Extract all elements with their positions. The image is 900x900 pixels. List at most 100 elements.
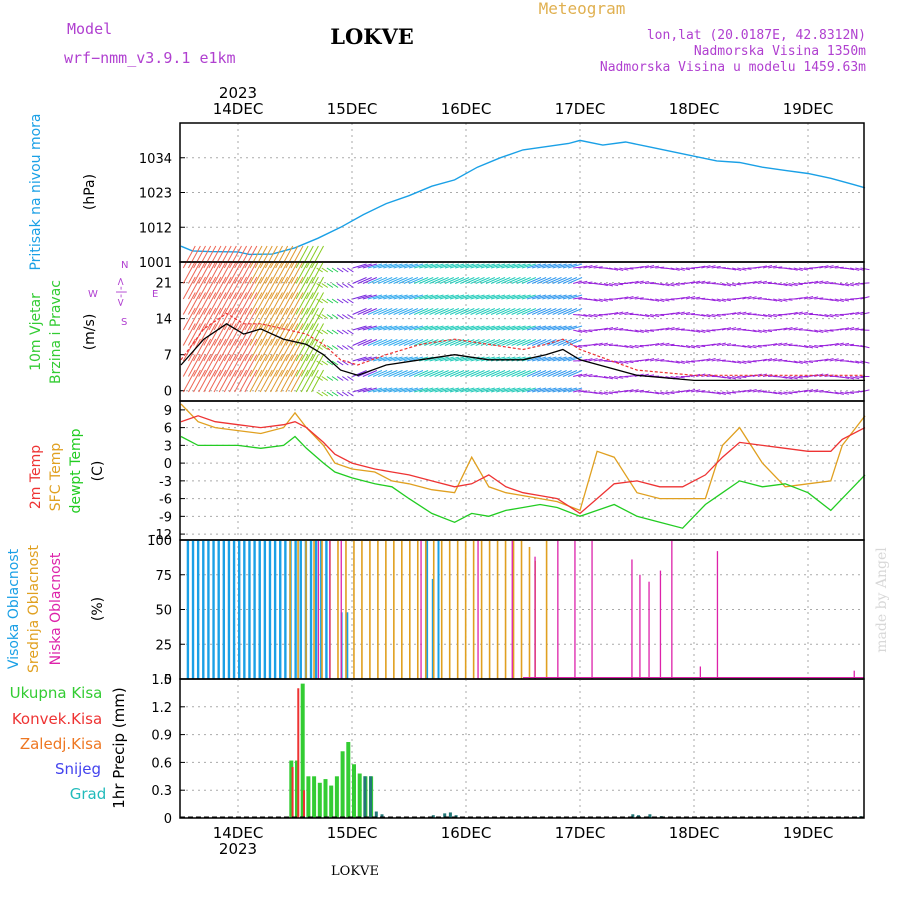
wind-barb [721,343,732,346]
wind-ylabel-2: Brzina i Pravac [48,280,64,384]
wind-barb [182,354,196,377]
wind-barb [552,294,567,300]
wind-barb [660,298,670,302]
high-cloud-bar [325,540,328,679]
wind-barb [342,267,349,273]
wind-barb [362,263,377,269]
wind-barb [383,263,398,269]
wind-barb [521,387,536,393]
wind-barb [378,370,393,377]
wind-barb [270,307,283,331]
wind-barb [716,342,726,346]
wind-barb [290,307,304,331]
wind-barb [552,263,567,269]
wind-barb [449,387,465,393]
wind-barb [685,281,696,284]
wind-barb [768,391,778,395]
wind-barb [778,391,788,395]
wind-barb [706,343,716,346]
panel-temperature: -12 -9 -6 -3 0 3 6 9 [151,401,866,543]
wind-barb [470,263,485,269]
wind-barb [737,267,747,271]
wind-barb [670,267,680,271]
high-cloud-bar [263,540,267,679]
wind-barb [793,360,803,364]
wind-barb [408,263,424,269]
wind-barb [372,263,388,269]
wind-barb [793,283,803,286]
wind-barb [300,276,314,300]
wind-barb [562,370,578,377]
high-cloud-bar [268,540,272,679]
wind-barb [629,345,639,349]
total-precip-bar [334,776,339,818]
wind-barb [752,296,762,300]
mid-cloud-bar [520,540,523,679]
wind-barb [280,261,294,284]
wind-barb [316,391,323,397]
wind-barb [516,277,531,284]
wind-barb [326,298,334,304]
wind-barb [352,325,367,331]
wind-barb [475,294,490,300]
wind-barb [526,387,542,393]
wind-barb [588,358,598,362]
high-cloud-bar [273,540,277,679]
wind-barb [187,354,201,377]
wind-barb [634,345,644,348]
wind-barb [562,294,578,300]
wind-barb [619,376,629,378]
wind-barb [675,283,685,285]
temp-unit-label: (C) [90,461,106,482]
wind-barb [691,296,701,300]
wind-barb [737,360,747,364]
wind-barb [285,323,299,346]
wind-barb [223,261,237,284]
wind-barb [757,390,767,393]
wind-barb [383,356,398,362]
model-elevation-label: Nadmorska Visina u modelu 1459.63m [600,60,866,75]
wind-barb [603,391,614,395]
wind-barb [788,267,798,271]
mid-cloud-bar [393,540,395,679]
wind-barb [490,294,506,300]
wind-barb [634,389,644,393]
wind-barb [829,314,839,318]
high-cloud-bar [284,540,287,679]
wind-barb [342,298,349,304]
wind-barb [347,391,354,397]
wind-barb [372,308,388,315]
wind-barb [213,323,227,346]
wind-barb [844,327,855,331]
wind-barb [747,360,757,363]
wind-barb [465,277,480,284]
wind-barb [223,276,237,300]
panel-precip: 0 0.3 0.6 0.9 1.2 1.5 [151,673,864,827]
wind-barb [531,294,547,300]
bottom-day-label: 19DEC [783,824,834,842]
wind-barb [408,325,424,331]
wind-barb [264,307,278,331]
wind-barb [475,277,490,284]
wind-barb [732,360,742,364]
wind-barb [362,370,378,377]
wind-barb [465,294,480,300]
wind-barb [506,263,521,269]
wind-barb [639,280,649,284]
low-cloud-bar [631,559,633,679]
wind-barb [208,354,222,377]
wind-barb [223,354,237,377]
wind-barb [675,311,685,315]
wind-barb [511,370,526,377]
mid-cloud-bar [361,540,363,679]
wind-barb [208,338,222,362]
wind-barb [742,312,752,315]
wind-barb [326,267,334,273]
wind-barb [357,263,372,269]
wind-barb [819,373,829,377]
wind-barb [701,358,711,362]
wind-barb [557,325,572,331]
bottom-day-label: 17DEC [555,824,606,842]
wind-barb [803,345,814,349]
wind-barb [701,329,711,333]
